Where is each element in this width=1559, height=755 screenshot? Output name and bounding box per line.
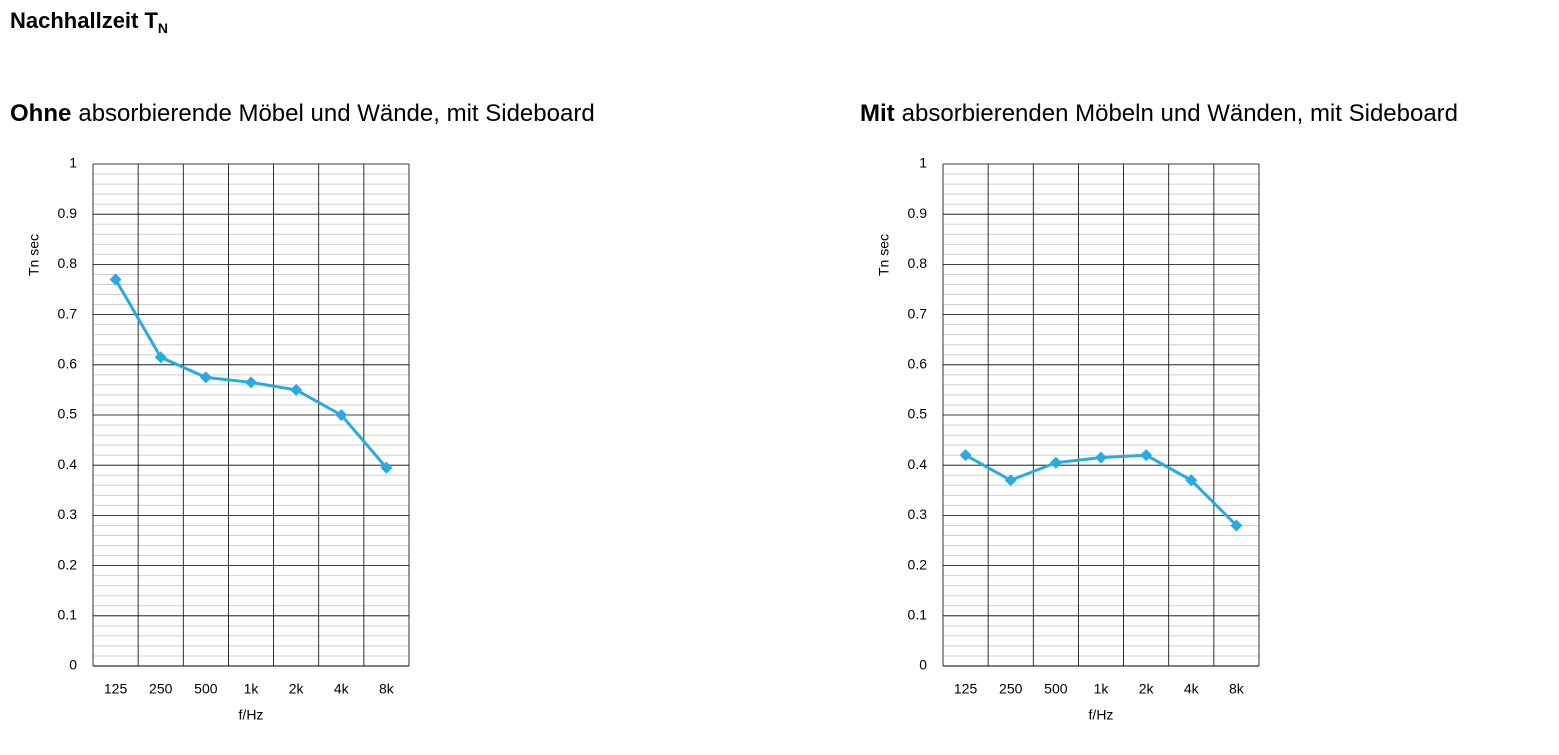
chart-title-rest: absorbierende Möbel und Wände, mit Sideb… <box>78 100 594 127</box>
y-tick-label: 0.8 <box>908 255 928 271</box>
series-line <box>964 453 1238 527</box>
y-tick-label: 0.2 <box>908 556 928 572</box>
y-tick-label: 0.7 <box>908 305 928 321</box>
x-tick-label: 500 <box>1044 681 1068 697</box>
x-tick-label: 125 <box>104 681 128 697</box>
chart-title: Ohne absorbierende Möbel und Wände, mit S… <box>10 100 595 127</box>
title-main: Nachhallzeit T <box>10 8 158 33</box>
x-axis-label: f/Hz <box>239 707 264 723</box>
x-tick-label: 8k <box>1229 681 1245 697</box>
data-point <box>1095 451 1107 464</box>
y-tick-label: 0.8 <box>58 255 78 271</box>
x-tick-label: 8k <box>379 681 395 697</box>
data-point <box>109 273 122 286</box>
y-tick-label: 0.4 <box>58 456 78 472</box>
y-tick-label: 0 <box>69 657 77 673</box>
x-axis-label: f/Hz <box>1089 707 1114 723</box>
data-point <box>1185 474 1198 487</box>
x-tick-label: 250 <box>999 681 1023 697</box>
y-tick-label: 0.5 <box>908 406 928 422</box>
chart-title-rest: absorbierenden Möbeln und Wänden, mit Si… <box>902 100 1458 127</box>
x-tick-label: 125 <box>954 681 978 697</box>
chart-title-emphasis: Mit <box>860 100 895 127</box>
data-point <box>245 376 257 389</box>
y-tick-label: 0.7 <box>58 305 78 321</box>
chart-title-emphasis: Ohne <box>10 100 71 127</box>
y-tick-label: 0.9 <box>908 205 928 221</box>
data-point <box>199 371 212 384</box>
x-tick-label: 1k <box>1094 681 1110 697</box>
x-tick-label: 500 <box>194 681 218 697</box>
data-point <box>1140 449 1153 462</box>
data-point <box>380 461 393 474</box>
chart-title: Mit absorbierenden Möbeln und Wänden, mit… <box>860 100 1458 127</box>
y-tick-label: 0.5 <box>58 406 78 422</box>
x-tick-label: 250 <box>149 681 173 697</box>
y-tick-label: 0.4 <box>908 456 928 472</box>
data-point <box>335 409 348 421</box>
y-tick-label: 0.3 <box>908 506 928 522</box>
data-point <box>1004 474 1017 487</box>
x-tick-label: 4k <box>1184 681 1200 697</box>
y-tick-label: 0 <box>919 657 927 673</box>
series-line <box>114 278 388 469</box>
y-tick-label: 0.1 <box>908 607 928 623</box>
data-point <box>1230 519 1243 532</box>
x-tick-label: 2k <box>289 681 305 697</box>
y-tick-label: 0.6 <box>58 356 78 372</box>
data-point <box>154 351 167 364</box>
title-subscript: N <box>158 20 168 36</box>
data-point <box>959 449 972 462</box>
x-tick-label: 4k <box>334 681 350 697</box>
y-tick-label: 0.1 <box>58 607 78 623</box>
data-point <box>1049 456 1062 469</box>
y-axis-label: Tn sec <box>26 234 42 276</box>
page-title: Nachhallzeit TN <box>10 8 168 36</box>
chart: Mit absorbierenden Möbeln und Wänden, mit… <box>860 100 1458 723</box>
y-tick-label: 1 <box>919 155 927 171</box>
y-axis-label: Tn sec <box>876 234 892 276</box>
chart: Ohne absorbierende Möbel und Wände, mit S… <box>10 100 595 723</box>
y-tick-label: 0.6 <box>908 356 928 372</box>
y-tick-label: 0.9 <box>58 205 78 221</box>
x-tick-label: 2k <box>1139 681 1155 697</box>
y-tick-label: 0.2 <box>58 556 78 572</box>
y-tick-label: 0.3 <box>58 506 78 522</box>
y-tick-label: 1 <box>69 155 77 171</box>
x-tick-label: 1k <box>244 681 260 697</box>
data-point <box>290 383 303 396</box>
